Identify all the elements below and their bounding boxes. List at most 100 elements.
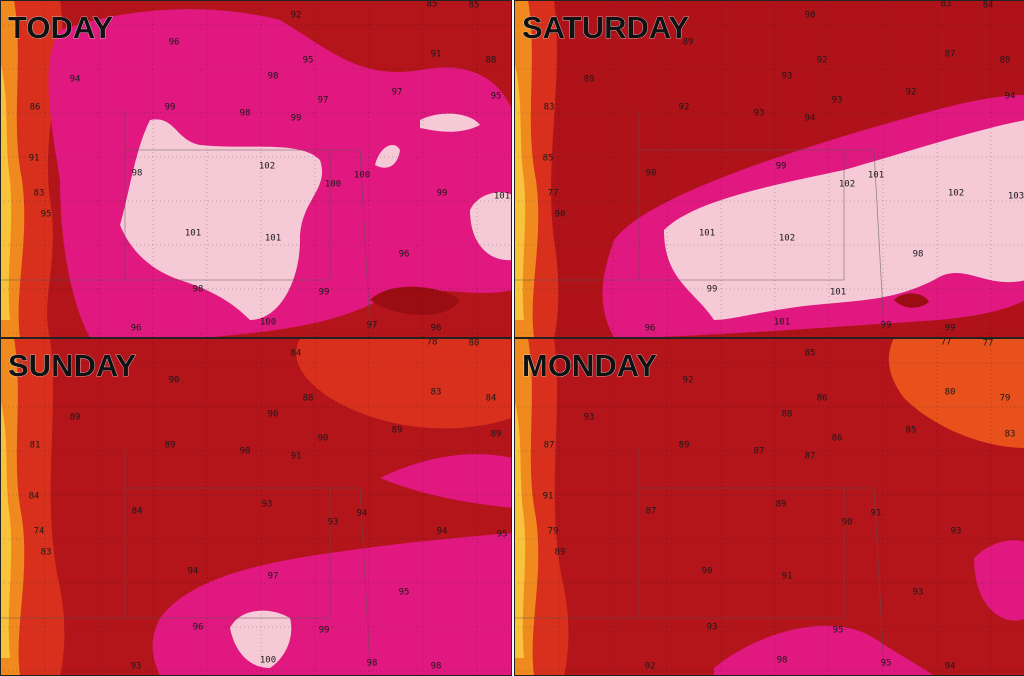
temperature-label: 96 (169, 38, 180, 48)
temperature-label: 92 (679, 103, 690, 113)
temperature-label: 83 (431, 388, 442, 398)
temperature-label: 94 (188, 567, 199, 577)
temperature-label: 77 (941, 338, 952, 348)
temperature-label: 84 (291, 349, 302, 359)
temperature-label: 84 (983, 1, 994, 11)
temperature-label: 94 (357, 509, 368, 519)
temperature-label: 94 (805, 114, 816, 124)
temperature-label: 96 (431, 324, 442, 334)
temperature-label: 93 (832, 96, 843, 106)
temperature-label: 99 (707, 285, 718, 295)
temperature-label: 96 (193, 623, 204, 633)
temperature-label: 99 (319, 626, 330, 636)
temperature-label: 86 (817, 394, 828, 404)
temperature-label: 92 (817, 56, 828, 66)
temperature-region (375, 145, 400, 168)
hot-edge-core (0, 60, 12, 320)
temperature-label: 78 (427, 338, 438, 348)
temperature-label: 88 (486, 56, 497, 66)
temperature-label: 85 (906, 426, 917, 436)
temperature-label: 99 (319, 288, 330, 298)
temperature-label: 93 (328, 518, 339, 528)
temperature-label: 90 (805, 11, 816, 21)
map-panel: 85 77 77 92 80 79 86 93 88 86 85 83 87 89 87 87 91 87 89 91… (514, 338, 1024, 676)
temperature-label: 87 (945, 50, 956, 60)
hot-edge-core (514, 60, 526, 320)
temperature-label: 101 (265, 234, 281, 244)
temperature-label: 99 (165, 103, 176, 113)
temperature-label: 74 (34, 527, 45, 537)
temperature-label: 89 (679, 441, 690, 451)
temperature-label: 96 (645, 324, 656, 334)
state-border (0, 448, 371, 669)
temperature-label: 91 (431, 50, 442, 60)
temperature-label: 91 (29, 154, 40, 164)
temperature-label: 103 (1008, 192, 1024, 202)
temperature-label: 97 (392, 88, 403, 98)
temperature-label: 89 (392, 426, 403, 436)
temperature-label: 95 (491, 92, 502, 102)
temperature-label: 89 (584, 75, 595, 85)
temperature-label: 98 (913, 250, 924, 260)
temperature-label: 102 (259, 162, 275, 172)
temperature-label: 94 (437, 527, 448, 537)
temperature-label: 92 (683, 376, 694, 386)
state-border (514, 110, 885, 331)
temperature-label: 90 (318, 434, 329, 444)
temperature-label: 95 (497, 530, 508, 540)
temperature-label: 102 (779, 234, 795, 244)
temperature-label: 95 (41, 210, 52, 220)
temperature-label: 80 (945, 388, 956, 398)
temperature-label: 89 (776, 500, 787, 510)
panel-title: SUNDAY (8, 348, 136, 383)
temperature-region (894, 293, 929, 308)
temperature-label: 89 (70, 413, 81, 423)
temperature-label: 95 (833, 626, 844, 636)
temperature-region (296, 338, 512, 429)
temperature-label: 84 (486, 394, 497, 404)
temperature-label: 77 (983, 339, 994, 349)
temperature-label: 100 (260, 656, 276, 666)
temperature-label: 88 (303, 394, 314, 404)
temperature-label: 90 (169, 376, 180, 386)
panel-title: TODAY (8, 10, 113, 45)
temperature-label: 101 (868, 171, 884, 181)
temperature-label: 99 (437, 189, 448, 199)
temperature-label: 98 (240, 109, 251, 119)
temperature-label: 83 (34, 189, 45, 199)
temperature-label: 86 (30, 103, 41, 113)
temperature-label: 88 (782, 410, 793, 420)
temperature-label: 91 (291, 452, 302, 462)
temperature-label: 90 (555, 210, 566, 220)
temperature-label: 79 (548, 527, 559, 537)
hot-edge-core (514, 398, 526, 658)
state-border (0, 110, 371, 331)
map-panel: 90 83 84 89 87 89 92 89 93 93 92 94 83 92 93 94 85 90 99 10… (514, 0, 1024, 338)
temperature-label: 97 (318, 96, 329, 106)
temperature-label: 95 (399, 588, 410, 598)
temperature-label: 98 (777, 656, 788, 666)
temperature-label: 94 (1005, 92, 1016, 102)
temperature-label: 94 (70, 75, 81, 85)
temperature-label: 93 (131, 662, 142, 672)
temperature-label: 80 (469, 339, 480, 349)
temperature-label: 85 (805, 349, 816, 359)
temperature-label: 81 (30, 441, 41, 451)
temperature-label: 84 (132, 507, 143, 517)
panel-border (514, 0, 1024, 338)
panel-title: SATURDAY (522, 10, 689, 45)
temperature-region (230, 610, 292, 668)
temperature-label: 83 (41, 548, 52, 558)
panel-border (0, 0, 512, 338)
temperature-label: 93 (951, 527, 962, 537)
temperature-label: 87 (754, 447, 765, 457)
panel-title: MONDAY (522, 348, 657, 383)
temperature-label: 99 (291, 114, 302, 124)
temperature-label: 93 (584, 413, 595, 423)
temperature-region (470, 192, 512, 261)
temperature-label: 87 (544, 441, 555, 451)
temperature-label: 98 (431, 662, 442, 672)
temperature-label: 99 (776, 162, 787, 172)
temperature-label: 95 (303, 56, 314, 66)
